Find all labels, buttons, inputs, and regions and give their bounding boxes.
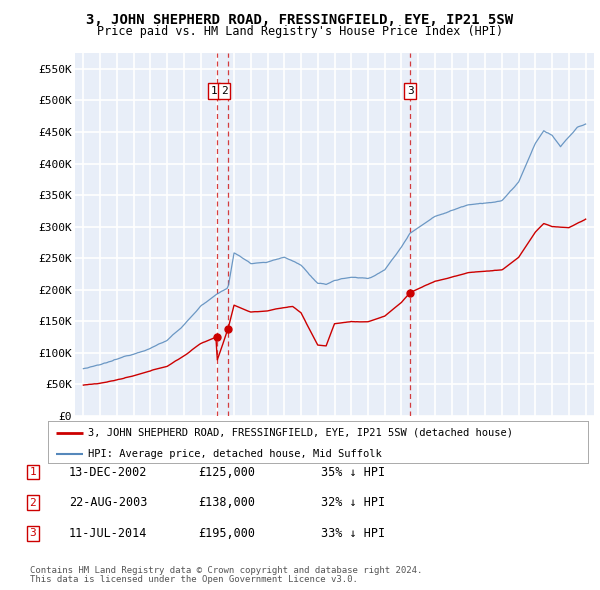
Text: 3: 3 (407, 86, 413, 96)
Text: 11-JUL-2014: 11-JUL-2014 (69, 527, 148, 540)
Text: HPI: Average price, detached house, Mid Suffolk: HPI: Average price, detached house, Mid … (89, 449, 382, 459)
Text: 1: 1 (211, 86, 218, 96)
Text: 2: 2 (29, 498, 37, 507)
Text: 35% ↓ HPI: 35% ↓ HPI (321, 466, 385, 478)
Text: 32% ↓ HPI: 32% ↓ HPI (321, 496, 385, 509)
Text: 1: 1 (29, 467, 37, 477)
Text: 3, JOHN SHEPHERD ROAD, FRESSINGFIELD, EYE, IP21 5SW: 3, JOHN SHEPHERD ROAD, FRESSINGFIELD, EY… (86, 13, 514, 27)
Text: £195,000: £195,000 (198, 527, 255, 540)
Text: 33% ↓ HPI: 33% ↓ HPI (321, 527, 385, 540)
Text: 3: 3 (29, 529, 37, 538)
Text: 3, JOHN SHEPHERD ROAD, FRESSINGFIELD, EYE, IP21 5SW (detached house): 3, JOHN SHEPHERD ROAD, FRESSINGFIELD, EY… (89, 428, 514, 438)
Text: Contains HM Land Registry data © Crown copyright and database right 2024.: Contains HM Land Registry data © Crown c… (30, 566, 422, 575)
Text: Price paid vs. HM Land Registry's House Price Index (HPI): Price paid vs. HM Land Registry's House … (97, 25, 503, 38)
Text: £125,000: £125,000 (198, 466, 255, 478)
Text: £138,000: £138,000 (198, 496, 255, 509)
Text: 13-DEC-2002: 13-DEC-2002 (69, 466, 148, 478)
Text: This data is licensed under the Open Government Licence v3.0.: This data is licensed under the Open Gov… (30, 575, 358, 584)
Text: 22-AUG-2003: 22-AUG-2003 (69, 496, 148, 509)
Text: 2: 2 (221, 86, 227, 96)
